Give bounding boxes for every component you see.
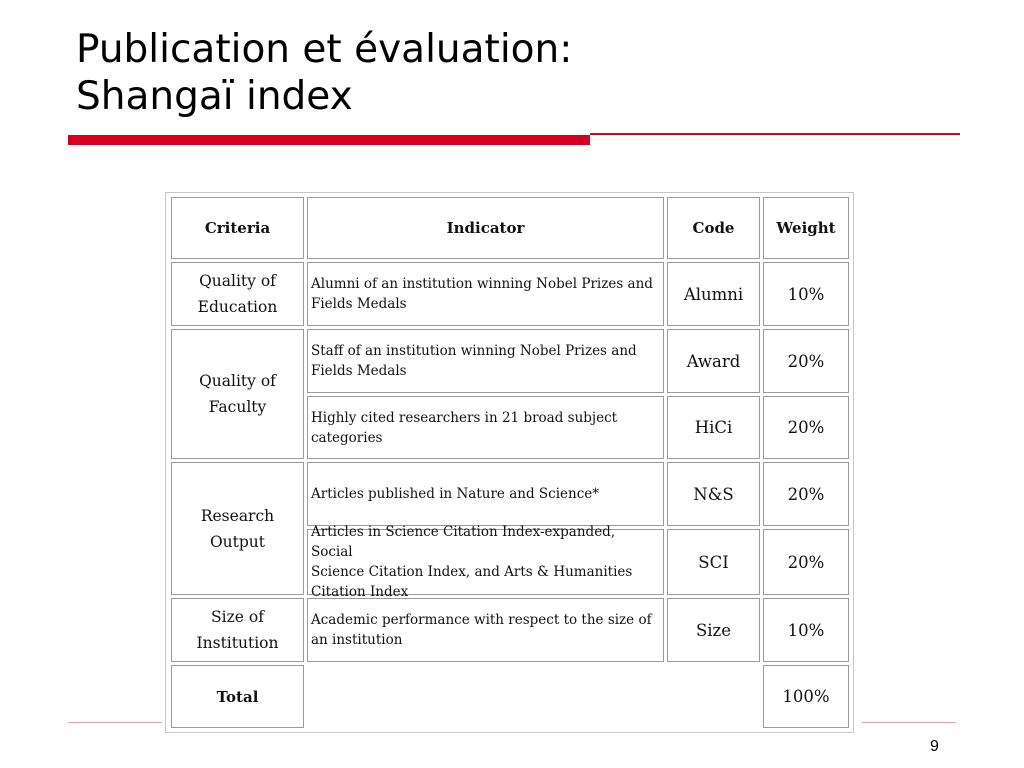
slide-title: Publication et évaluation: Shangaï index bbox=[76, 26, 572, 120]
indicator-award: Staff of an institution winning Nobel Pr… bbox=[307, 329, 664, 393]
slide-title-line-2: Shangaï index bbox=[76, 74, 353, 119]
total-weight: 100% bbox=[763, 665, 849, 728]
weight-size: 10% bbox=[763, 598, 849, 662]
weight-sci: 20% bbox=[763, 529, 849, 595]
criteria-size-of-institution: Size of Institution bbox=[171, 598, 304, 662]
criteria-research-output: Research Output bbox=[171, 462, 304, 595]
code-alumni: Alumni bbox=[667, 262, 760, 326]
code-size: Size bbox=[667, 598, 760, 662]
indicator-size: Academic performance with respect to the… bbox=[307, 598, 664, 662]
total-label: Total bbox=[171, 665, 304, 728]
indicator-sci: Articles in Science Citation Index-expan… bbox=[307, 524, 664, 600]
indicator-ns: Articles published in Nature and Science… bbox=[307, 462, 664, 526]
slide-title-line-1: Publication et évaluation: bbox=[76, 27, 573, 72]
footer-rule-left bbox=[68, 722, 162, 723]
header-indicator: Indicator bbox=[307, 197, 664, 259]
indicator-alumni: Alumni of an institution winning Nobel P… bbox=[307, 262, 664, 326]
weight-hici: 20% bbox=[763, 396, 849, 459]
code-sci: SCI bbox=[667, 529, 760, 595]
weight-award: 20% bbox=[763, 329, 849, 393]
ranking-criteria-table: Criteria Indicator Code Weight Quality o… bbox=[165, 192, 854, 733]
code-ns: N&S bbox=[667, 462, 760, 526]
footer-rule-right bbox=[862, 722, 956, 723]
indicator-hici: Highly cited researchers in 21 broad sub… bbox=[307, 396, 664, 459]
header-criteria: Criteria bbox=[171, 197, 304, 259]
criteria-quality-of-education: Quality of Education bbox=[171, 262, 304, 326]
code-award: Award bbox=[667, 329, 760, 393]
header-code: Code bbox=[667, 197, 760, 259]
criteria-quality-of-faculty: Quality of Faculty bbox=[171, 329, 304, 459]
weight-ns: 20% bbox=[763, 462, 849, 526]
page-number: 9 bbox=[930, 738, 939, 755]
code-hici: HiCi bbox=[667, 396, 760, 459]
header-weight: Weight bbox=[763, 197, 849, 259]
title-underline-thin bbox=[590, 133, 960, 135]
weight-alumni: 10% bbox=[763, 262, 849, 326]
title-underline-thick bbox=[68, 135, 590, 145]
